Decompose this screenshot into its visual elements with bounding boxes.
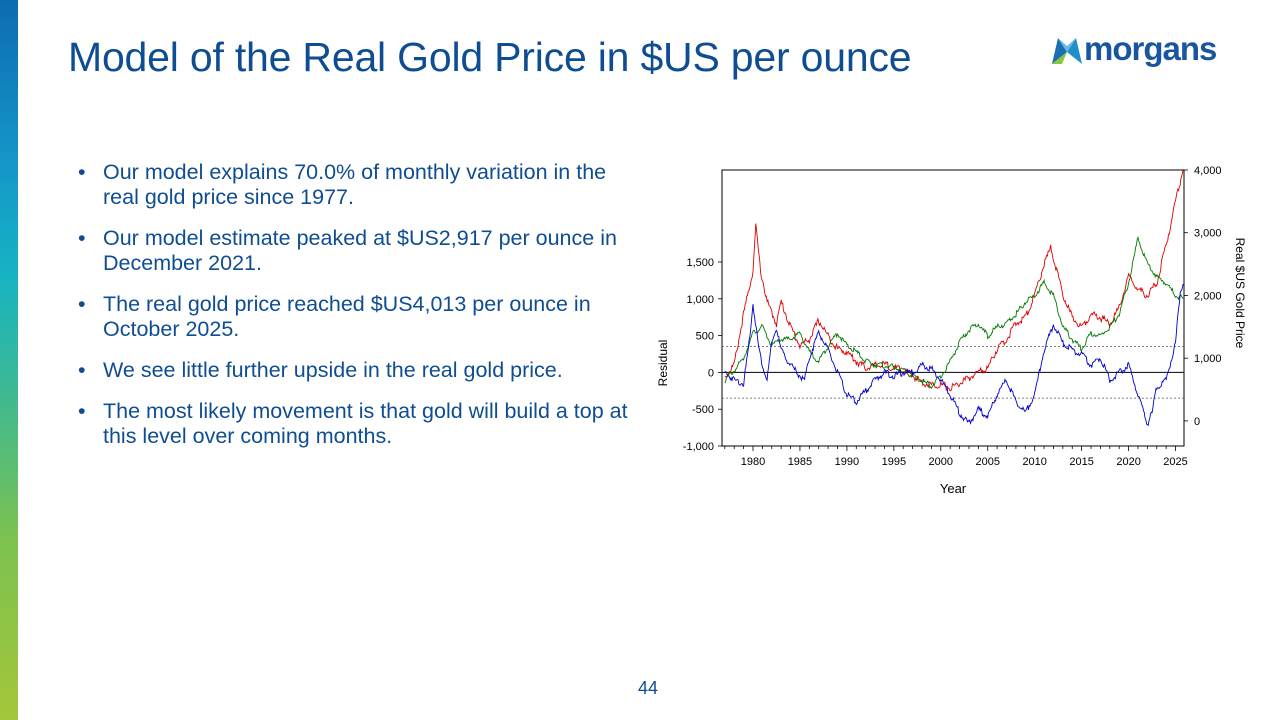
x-tick-label: 2020 bbox=[1116, 456, 1140, 468]
left-tick-label: -1,000 bbox=[683, 441, 714, 453]
x-tick-label: 2025 bbox=[1163, 456, 1187, 468]
bullet-text: We see little further upside in the real… bbox=[103, 358, 563, 382]
page-title: Model of the Real Gold Price in $US per … bbox=[68, 34, 912, 80]
right-tick-label: 3,000 bbox=[1194, 228, 1222, 240]
bullet-text: Our model estimate peaked at $US2,917 pe… bbox=[103, 226, 617, 275]
x-tick-label: 1995 bbox=[882, 456, 906, 468]
left-tick-label: -500 bbox=[692, 404, 714, 416]
x-tick-label: 2010 bbox=[1022, 456, 1046, 468]
series-residual-line bbox=[724, 284, 1184, 427]
x-tick-label: 1985 bbox=[788, 456, 812, 468]
right-axis-title: Real $US Gold Price bbox=[1233, 238, 1247, 349]
plot-frame bbox=[721, 169, 1185, 447]
right-tick-label: 4,000 bbox=[1194, 165, 1222, 177]
bullet-item: • The most likely movement is that gold w… bbox=[78, 399, 633, 449]
right-tick-label: 0 bbox=[1194, 416, 1200, 428]
left-tick-label: 0 bbox=[708, 367, 714, 379]
right-tick-label: 1,000 bbox=[1194, 353, 1222, 365]
bullet-text: The most likely movement is that gold wi… bbox=[103, 399, 628, 448]
bullet-item: • The real gold price reached $US4,013 pe… bbox=[78, 292, 633, 342]
left-axis-title: Residual bbox=[656, 340, 670, 387]
x-tick-label: 1990 bbox=[835, 456, 859, 468]
bullet-item: • Our model estimate peaked at $US2,917 p… bbox=[78, 226, 633, 276]
bullet-text: The real gold price reached $US4,013 per… bbox=[103, 292, 591, 341]
bullet-dot: • bbox=[78, 292, 86, 316]
x-axis-title: Year bbox=[940, 481, 967, 496]
left-tick-label: 500 bbox=[696, 331, 714, 343]
bullet-item: • Our model explains 70.0% of monthly var… bbox=[78, 160, 633, 210]
bullet-list: • Our model explains 70.0% of monthly var… bbox=[78, 160, 633, 465]
x-tick-label: 2000 bbox=[929, 456, 953, 468]
bullet-dot: • bbox=[78, 358, 86, 382]
bullet-dot: • bbox=[78, 399, 86, 423]
morgans-logo-mark-icon bbox=[1052, 38, 1082, 64]
left-tick-label: 1,000 bbox=[686, 294, 714, 306]
series-actual-line bbox=[724, 169, 1184, 392]
morgans-logo: morgans bbox=[1050, 30, 1220, 70]
x-tick-label: 2005 bbox=[976, 456, 1000, 468]
left-tick-label: 1,500 bbox=[686, 257, 714, 269]
gold-price-model-chart: 1980 1985 1990 1995 2000 2005 2010 2015 2020 2025… bbox=[656, 165, 1247, 496]
series-fitted-line bbox=[724, 235, 1184, 390]
logo-text: morgans bbox=[1084, 30, 1217, 67]
x-tick-label: 2015 bbox=[1069, 456, 1093, 468]
bullet-dot: • bbox=[78, 160, 86, 184]
bullet-text: Our model explains 70.0% of monthly vari… bbox=[103, 160, 607, 209]
right-tick-label: 2,000 bbox=[1194, 290, 1222, 302]
x-tick-label: 1980 bbox=[741, 456, 765, 468]
bullet-item: • We see little further upside in the rea… bbox=[78, 358, 633, 383]
side-accent-bar bbox=[0, 0, 18, 720]
page-number: 44 bbox=[638, 678, 659, 698]
bullet-dot: • bbox=[78, 226, 86, 250]
